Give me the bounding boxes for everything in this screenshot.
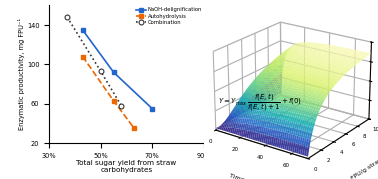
Combination (99, 70, 103, 72)
Text: $Y = Y_{max}\,\dfrac{f(E,t)}{f(E,t)+1}+f(0)$: $Y = Y_{max}\,\dfrac{f(E,t)}{f(E,t)+1}+f… (218, 92, 302, 113)
NaOH-delignification (112, 71, 116, 73)
X-axis label: Total sugar yield from straw
carbohydrates: Total sugar yield from straw carbohydrat… (76, 160, 177, 173)
X-axis label: Time, h: Time, h (228, 173, 252, 179)
NaOH-delignification (150, 108, 155, 110)
Combination (65, 16, 70, 18)
Autohydrolysis (112, 100, 116, 102)
Autohydrolysis (81, 55, 85, 58)
Y-axis label: Enzymatic productivity, mg FPU⁻¹: Enzymatic productivity, mg FPU⁻¹ (19, 18, 25, 130)
Line: NaOH-delignification: NaOH-delignification (81, 28, 155, 111)
Line: Combination: Combination (65, 15, 124, 108)
Y-axis label: FPU/g straw: FPU/g straw (351, 156, 378, 179)
Autohydrolysis (132, 127, 136, 130)
Legend: NaOH-delignification, Autohydrolysis, Combination: NaOH-delignification, Autohydrolysis, Co… (134, 5, 204, 27)
Line: Autohydrolysis: Autohydrolysis (81, 54, 136, 130)
Combination (119, 105, 124, 107)
NaOH-delignification (81, 29, 85, 31)
